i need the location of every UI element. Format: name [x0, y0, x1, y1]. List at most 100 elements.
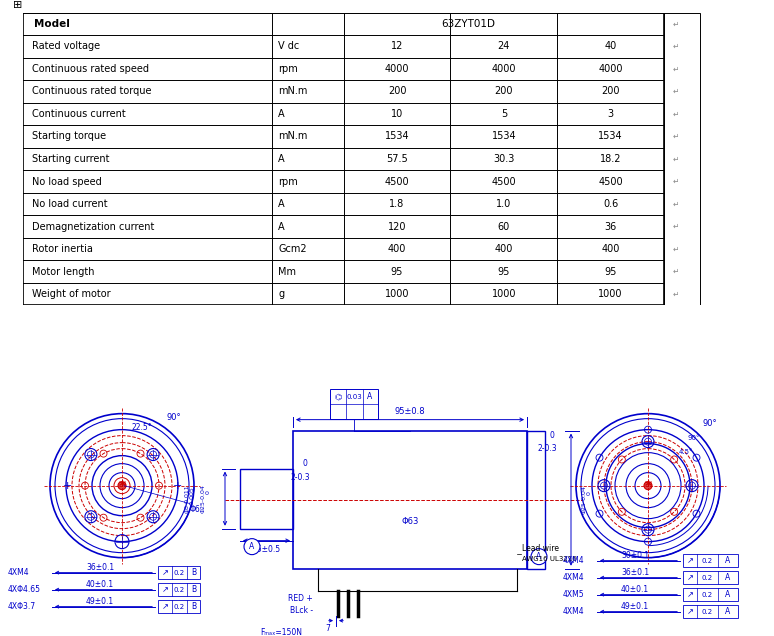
Text: A: A	[536, 552, 542, 561]
Text: 22.5°: 22.5°	[132, 423, 152, 432]
Text: 90°: 90°	[688, 434, 700, 441]
Text: ↵: ↵	[673, 42, 679, 51]
Text: 0.2: 0.2	[701, 591, 713, 598]
Text: 7: 7	[326, 624, 330, 633]
Text: ↗: ↗	[162, 585, 169, 594]
Text: 1.0: 1.0	[496, 199, 512, 209]
Text: A: A	[278, 221, 285, 232]
Text: Starting torque: Starting torque	[32, 132, 106, 141]
Text: ⊞: ⊞	[12, 1, 22, 10]
Text: No load current: No load current	[32, 199, 108, 209]
Text: 10: 10	[391, 109, 403, 119]
Text: Rotor inertia: Rotor inertia	[32, 244, 93, 254]
Text: Continuous rated torque: Continuous rated torque	[32, 86, 151, 97]
Text: ↵: ↵	[673, 289, 679, 298]
Text: ↵: ↵	[673, 20, 679, 29]
Bar	[158, 600, 200, 613]
Text: 36±0.1: 36±0.1	[621, 568, 649, 577]
Text: ↵: ↵	[673, 87, 679, 96]
Text: B: B	[191, 568, 197, 577]
Text: 0.2: 0.2	[701, 609, 713, 614]
Text: AWG16 UL3216: AWG16 UL3216	[522, 556, 577, 562]
Text: ↵: ↵	[673, 109, 679, 118]
Text: ↵: ↵	[673, 200, 679, 209]
Text: ↗: ↗	[162, 568, 169, 577]
Text: Continuous rated speed: Continuous rated speed	[32, 64, 149, 74]
Text: 400: 400	[388, 244, 406, 254]
Text: 0.6: 0.6	[603, 199, 618, 209]
Text: 4XΦ3.7: 4XΦ3.7	[8, 602, 36, 611]
Text: A: A	[725, 556, 731, 565]
Text: Lead wire: Lead wire	[522, 544, 559, 553]
Text: A: A	[278, 154, 285, 164]
Text: ↗: ↗	[687, 590, 694, 599]
Text: 49±0.1: 49±0.1	[621, 602, 649, 611]
Text: 24: 24	[498, 41, 510, 52]
Text: Model: Model	[34, 19, 70, 29]
Text: 0.2: 0.2	[701, 558, 713, 563]
Text: A: A	[368, 392, 372, 401]
Text: 63ZYT01D: 63ZYT01D	[441, 19, 495, 29]
Text: A: A	[725, 590, 731, 599]
Text: 12: 12	[391, 41, 403, 52]
Text: 4500: 4500	[385, 177, 409, 186]
Text: Rated voltage: Rated voltage	[32, 41, 100, 52]
Text: 95±0.8: 95±0.8	[395, 407, 425, 416]
Text: mN.m: mN.m	[278, 132, 307, 141]
Text: 18.2: 18.2	[600, 154, 622, 164]
Text: Continuous current: Continuous current	[32, 109, 125, 119]
Text: Demagnetization current: Demagnetization current	[32, 221, 154, 232]
Text: g: g	[278, 289, 284, 299]
Bar	[240, 469, 293, 529]
Text: 0.03: 0.03	[346, 394, 362, 399]
Bar	[683, 571, 738, 584]
Text: 4XM4: 4XM4	[563, 573, 584, 582]
Text: 400: 400	[495, 244, 513, 254]
Text: 0.2: 0.2	[173, 586, 184, 593]
Text: 4000: 4000	[598, 64, 623, 74]
Text: A: A	[725, 573, 731, 582]
Text: 0.2: 0.2	[173, 604, 184, 610]
Text: 200: 200	[388, 86, 406, 97]
Text: 0.2: 0.2	[173, 570, 184, 576]
Text: 30.3: 30.3	[493, 154, 515, 164]
Text: A: A	[249, 542, 255, 551]
Text: ↵: ↵	[673, 267, 679, 276]
Text: 90°: 90°	[166, 413, 181, 422]
Text: Φ63: Φ63	[401, 517, 419, 526]
Circle shape	[118, 481, 126, 490]
Text: 36: 36	[604, 221, 617, 232]
Text: A: A	[278, 199, 285, 209]
Text: 1000: 1000	[385, 289, 409, 299]
Bar	[664, 13, 700, 305]
Text: 1000: 1000	[598, 289, 623, 299]
Bar	[158, 583, 200, 596]
Text: 36±0.1: 36±0.1	[86, 563, 114, 572]
Text: 60: 60	[498, 221, 510, 232]
Text: 1.8: 1.8	[389, 199, 405, 209]
Text: A: A	[725, 607, 731, 616]
Text: A: A	[278, 109, 285, 119]
Text: 1534: 1534	[385, 132, 409, 141]
Text: Starting current: Starting current	[32, 154, 109, 164]
Text: 4000: 4000	[491, 64, 516, 74]
Bar	[293, 431, 527, 569]
Text: 2-0.3: 2-0.3	[537, 444, 557, 453]
Text: 40: 40	[604, 41, 617, 52]
Text: Mm: Mm	[278, 266, 296, 277]
Text: 4XM4: 4XM4	[563, 556, 584, 565]
Text: 200: 200	[495, 86, 513, 97]
Text: 0.2: 0.2	[701, 575, 713, 581]
Text: Weight of motor: Weight of motor	[32, 289, 111, 299]
Text: 25±0.5: 25±0.5	[252, 545, 280, 554]
Text: ↵: ↵	[673, 177, 679, 186]
Text: ↵: ↵	[673, 132, 679, 141]
Text: 30±0.1: 30±0.1	[621, 551, 649, 560]
Circle shape	[244, 539, 260, 555]
Text: 4XM4: 4XM4	[8, 568, 29, 577]
Text: 4XΦ4.65: 4XΦ4.65	[8, 585, 41, 594]
Bar	[683, 588, 738, 601]
Text: 400: 400	[601, 244, 620, 254]
Text: Φ6: Φ6	[190, 505, 200, 514]
Text: 90°: 90°	[703, 419, 717, 428]
